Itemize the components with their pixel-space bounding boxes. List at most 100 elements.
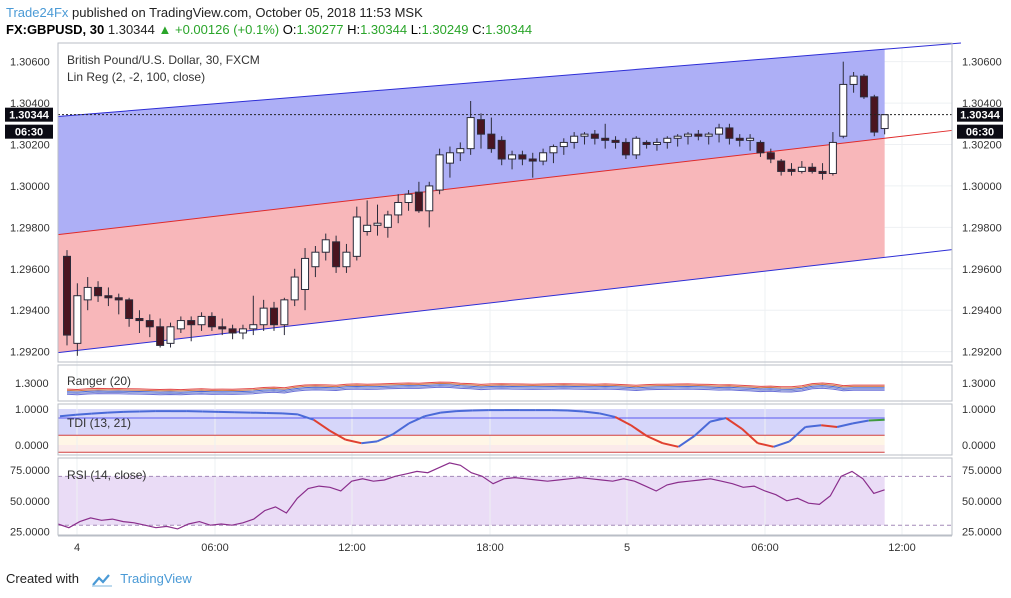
ranger-line bbox=[66, 382, 885, 392]
tdi-line-segment bbox=[281, 412, 298, 416]
candle[interactable] bbox=[828, 132, 837, 176]
candle[interactable] bbox=[238, 324, 247, 340]
candle[interactable] bbox=[135, 310, 144, 333]
candle-body-bull bbox=[652, 141, 661, 146]
candle[interactable] bbox=[611, 136, 620, 149]
candle[interactable] bbox=[621, 138, 630, 159]
candle[interactable] bbox=[445, 146, 454, 178]
candle[interactable] bbox=[414, 181, 423, 213]
candle[interactable] bbox=[808, 163, 817, 174]
tradingview-logo[interactable]: TradingView bbox=[120, 571, 192, 586]
candle-body-bear bbox=[145, 320, 154, 328]
candle[interactable] bbox=[715, 123, 724, 143]
candle[interactable] bbox=[187, 316, 196, 342]
candle[interactable] bbox=[870, 94, 879, 137]
candle[interactable] bbox=[218, 318, 227, 336]
candle[interactable] bbox=[83, 277, 92, 311]
candle[interactable] bbox=[290, 268, 299, 307]
candle[interactable] bbox=[735, 134, 744, 147]
candle[interactable] bbox=[259, 299, 268, 331]
tdi-line-segment bbox=[805, 424, 822, 428]
pane-frame bbox=[57, 42, 953, 363]
candle[interactable] bbox=[425, 181, 434, 228]
candle[interactable] bbox=[673, 134, 682, 147]
candle[interactable] bbox=[539, 148, 548, 166]
candle[interactable] bbox=[746, 134, 755, 151]
candle[interactable] bbox=[487, 117, 496, 153]
candle[interactable] bbox=[404, 190, 413, 211]
candle[interactable] bbox=[580, 132, 589, 145]
ranger-line bbox=[66, 385, 885, 395]
candle[interactable] bbox=[590, 130, 599, 145]
candle[interactable] bbox=[787, 163, 796, 176]
candle[interactable] bbox=[363, 200, 372, 236]
candle[interactable] bbox=[176, 316, 185, 333]
candle[interactable] bbox=[383, 210, 392, 238]
candle[interactable] bbox=[228, 324, 237, 340]
candle[interactable] bbox=[114, 293, 123, 315]
candle[interactable] bbox=[145, 314, 154, 338]
candle[interactable] bbox=[704, 132, 713, 145]
candle-body-bear bbox=[218, 326, 227, 330]
candles[interactable] bbox=[63, 61, 889, 356]
candle[interactable] bbox=[104, 287, 113, 307]
candle[interactable] bbox=[301, 248, 310, 311]
symbol-label[interactable]: FX:GBPUSD, 30 bbox=[6, 22, 105, 37]
chart-canvas[interactable]: British Pound/U.S. Dollar, 30, FXCM Lin … bbox=[0, 40, 1011, 568]
candle[interactable] bbox=[321, 233, 330, 261]
candle[interactable] bbox=[508, 150, 517, 170]
candle[interactable] bbox=[528, 152, 537, 178]
candle[interactable] bbox=[394, 194, 403, 224]
candle[interactable] bbox=[549, 144, 558, 164]
candle[interactable] bbox=[859, 74, 868, 99]
candle[interactable] bbox=[456, 142, 465, 162]
author-link[interactable]: Trade24Fx bbox=[6, 5, 69, 20]
candle[interactable] bbox=[725, 123, 734, 145]
candle[interactable] bbox=[818, 163, 827, 180]
candle[interactable] bbox=[73, 283, 82, 356]
candle[interactable] bbox=[880, 114, 889, 135]
candle[interactable] bbox=[125, 297, 134, 327]
candle[interactable] bbox=[570, 132, 579, 149]
candle[interactable] bbox=[497, 136, 506, 166]
candle[interactable] bbox=[352, 206, 361, 261]
candle-body-bull bbox=[197, 315, 206, 326]
candle[interactable] bbox=[207, 312, 216, 331]
candle[interactable] bbox=[632, 136, 641, 159]
ranger-line bbox=[66, 384, 885, 393]
candle[interactable] bbox=[197, 312, 206, 331]
candle[interactable] bbox=[684, 132, 692, 145]
candle[interactable] bbox=[94, 281, 103, 302]
candle[interactable] bbox=[518, 150, 527, 166]
candle[interactable] bbox=[466, 101, 475, 155]
candle-body-bull bbox=[259, 307, 268, 326]
candle[interactable] bbox=[156, 318, 165, 348]
candle[interactable] bbox=[311, 246, 320, 278]
candle[interactable] bbox=[652, 138, 661, 151]
candle[interactable] bbox=[477, 113, 485, 149]
candle[interactable] bbox=[839, 61, 848, 139]
candle[interactable] bbox=[797, 161, 806, 174]
candle-body-bull bbox=[549, 146, 558, 154]
chart-header: Trade24Fx published on TradingView.com, … bbox=[0, 0, 1011, 40]
candle[interactable] bbox=[63, 250, 71, 346]
candle[interactable] bbox=[342, 243, 351, 273]
candle[interactable] bbox=[280, 297, 289, 336]
candle[interactable] bbox=[166, 322, 175, 348]
candle[interactable] bbox=[249, 295, 258, 336]
close-label: C: bbox=[472, 22, 486, 37]
candle[interactable] bbox=[332, 235, 341, 273]
candle[interactable] bbox=[601, 123, 610, 149]
candle[interactable] bbox=[849, 72, 858, 93]
candle[interactable] bbox=[766, 148, 775, 164]
candle[interactable] bbox=[270, 301, 278, 331]
candle[interactable] bbox=[756, 140, 765, 157]
candle[interactable] bbox=[373, 204, 382, 236]
candle[interactable] bbox=[642, 140, 651, 149]
candle[interactable] bbox=[663, 136, 672, 149]
candle[interactable] bbox=[777, 159, 786, 176]
candle[interactable] bbox=[435, 148, 444, 195]
candle[interactable] bbox=[694, 130, 703, 141]
candle-body-bear bbox=[528, 158, 537, 162]
candle[interactable] bbox=[559, 138, 568, 155]
